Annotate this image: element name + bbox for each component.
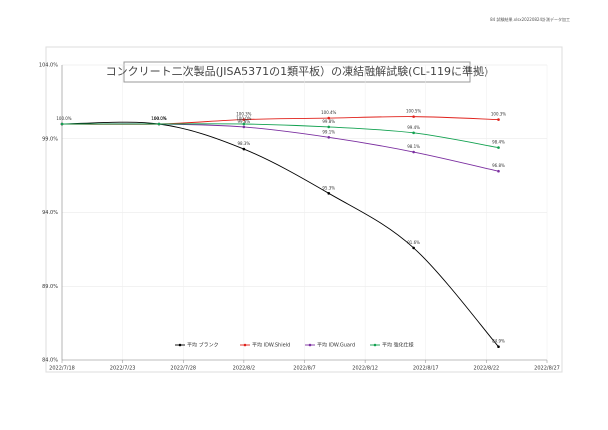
data-label: 100.0% (236, 116, 251, 121)
data-label: 96.8% (492, 163, 505, 168)
header: 84 試験結果.xlsx20220824計測データ加工 (490, 16, 570, 22)
legend-marker (243, 343, 247, 347)
series-line (61, 116, 499, 125)
data-point (497, 345, 500, 349)
data-point (60, 122, 64, 126)
legend-label: 平均 IDW.Shield (252, 342, 290, 349)
data-label: 100.3% (491, 112, 506, 117)
x-tick-label: 2022/7/18 (49, 366, 75, 372)
data-label: 100.5% (406, 109, 421, 114)
legend-label: 平均 強化仕様 (382, 342, 414, 349)
series-line (61, 123, 499, 172)
data-label: 99.1% (322, 129, 335, 134)
x-tick-label: 2022/8/12 (352, 366, 378, 372)
x-tick-label: 2022/7/23 (110, 366, 136, 372)
y-tick-label: 84.0% (42, 358, 58, 364)
legend-marker (178, 343, 182, 347)
y-tick-label: 104.0% (39, 63, 58, 69)
data-label: 100.0% (151, 116, 166, 121)
title-box (123, 61, 471, 83)
data-point (497, 118, 500, 121)
chart-title: コンクリート二次製品(JISA5371の1類平板）の凍結融解試験(CL-119に… (106, 64, 489, 78)
data-label: 100.0% (151, 116, 166, 121)
data-point (497, 146, 500, 149)
data-point (412, 131, 415, 135)
x-tick-label: 2022/8/7 (293, 366, 315, 372)
data-point (327, 135, 331, 139)
data-label: 98.3% (238, 141, 251, 146)
data-label: 100.0% (151, 116, 166, 121)
x-tick-label: 2022/8/17 (413, 366, 439, 372)
data-point (157, 122, 161, 126)
data-label: 99.8% (238, 119, 251, 124)
legend-marker (373, 343, 377, 347)
data-label: 100.4% (321, 110, 336, 115)
data-point (327, 125, 331, 129)
data-point (412, 115, 415, 118)
y-tick-label: 99.0% (42, 136, 58, 142)
data-label: 95.3% (322, 185, 335, 190)
legend-label: 平均 ブランク (187, 342, 219, 349)
data-point (327, 192, 331, 195)
y-tick-label: 89.0% (42, 284, 58, 290)
data-point (242, 122, 246, 126)
x-tick-label: 2022/8/22 (474, 366, 500, 372)
data-label: 100.3% (236, 112, 251, 117)
data-point (242, 118, 246, 121)
data-point (327, 116, 331, 120)
x-tick-label: 2022/8/27 (534, 366, 560, 372)
data-label: 98.1% (407, 144, 420, 149)
data-point (412, 246, 415, 250)
data-point (242, 147, 246, 151)
data-point (242, 125, 246, 129)
chart-frame (45, 46, 563, 373)
data-label: 99.8% (322, 119, 335, 124)
data-label: 99.4% (407, 125, 420, 130)
data-point (497, 169, 500, 173)
data-label: 100.0% (151, 116, 166, 121)
data-label: 100.0% (56, 116, 71, 121)
legend-label: 平均 IDW.Guard (317, 342, 355, 349)
data-label: 91.6% (407, 240, 420, 245)
data-point (412, 150, 415, 154)
x-tick-label: 2022/7/28 (170, 366, 196, 372)
series-line (62, 123, 499, 149)
legend-marker (308, 343, 312, 347)
y-tick-label: 94.0% (42, 210, 58, 216)
x-tick-label: 2022/8/2 (233, 366, 255, 372)
data-label: 84.9% (492, 339, 505, 344)
data-label: 98.4% (492, 140, 505, 145)
